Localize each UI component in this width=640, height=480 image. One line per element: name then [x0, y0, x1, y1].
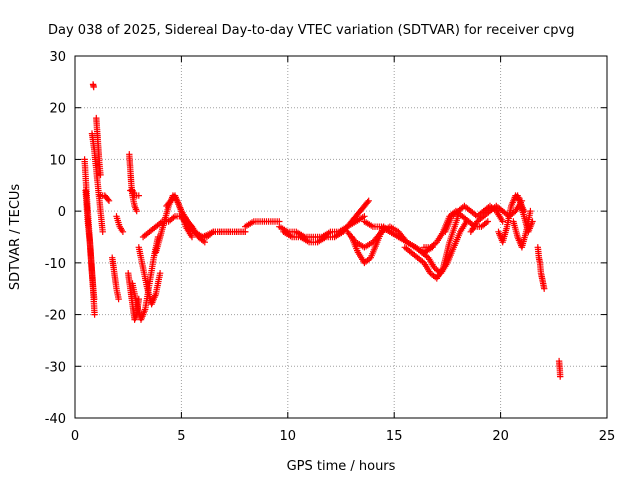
- y-tick-label: 10: [49, 153, 66, 168]
- data-point: [90, 83, 97, 91]
- data-point: [104, 196, 112, 203]
- chart-title: Day 038 of 2025, Sidereal Day-to-day VTE…: [48, 23, 574, 38]
- data-point: [97, 171, 104, 179]
- x-axis-label: GPS time / hours: [287, 459, 396, 474]
- data-points: [81, 81, 564, 380]
- y-tick-label: 0: [58, 205, 66, 220]
- x-tick-label: 25: [599, 429, 616, 444]
- data-point: [133, 207, 140, 215]
- y-axis-tick-labels: -40 -30 -20 -10 0 10 20 30: [45, 50, 66, 427]
- data-point: [365, 197, 372, 204]
- data-point: [156, 270, 164, 277]
- x-tick-label: 5: [177, 429, 185, 444]
- y-tick-label: 30: [49, 50, 66, 65]
- y-tick-label: -40: [45, 412, 66, 427]
- y-tick-label: -30: [45, 360, 66, 375]
- data-point: [99, 228, 106, 235]
- y-tick-label: -20: [45, 309, 66, 324]
- data-point: [135, 192, 142, 199]
- data-point: [557, 373, 564, 380]
- data-point: [541, 285, 548, 292]
- data-point: [105, 197, 113, 204]
- data-point: [119, 228, 127, 235]
- data-point: [364, 198, 371, 206]
- data-point: [91, 311, 98, 318]
- data-point: [527, 207, 534, 215]
- x-tick-label: 10: [280, 429, 297, 444]
- x-tick-label: 15: [386, 429, 403, 444]
- y-tick-label: 20: [49, 102, 66, 117]
- data-point: [520, 207, 528, 215]
- x-tick-label: 0: [71, 429, 79, 444]
- y-tick-label: -10: [45, 257, 66, 272]
- x-tick-label: 20: [492, 429, 509, 444]
- data-point: [484, 218, 491, 225]
- data-point: [115, 295, 122, 303]
- data-point: [91, 295, 98, 303]
- x-axis-tick-labels: 0 5 10 15 20 25: [71, 429, 615, 444]
- data-point: [499, 218, 506, 225]
- y-axis-label: SDTVAR / TECUs: [8, 184, 23, 291]
- data-point: [188, 233, 196, 241]
- plot-frame: [74, 55, 608, 419]
